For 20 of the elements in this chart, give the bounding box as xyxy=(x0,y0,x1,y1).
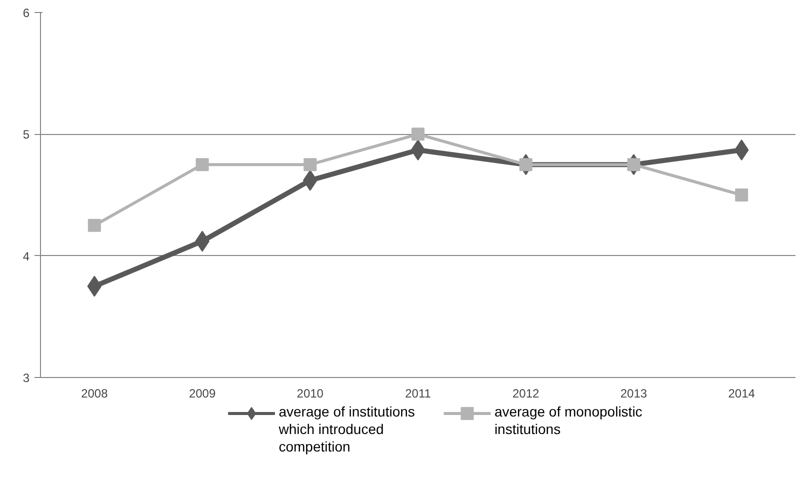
point xyxy=(735,188,748,202)
x-tick-label: 2013 xyxy=(620,386,648,400)
legend-label: average of monopolistic institutions xyxy=(494,404,642,438)
x-tick-label: 2010 xyxy=(296,386,324,400)
point xyxy=(412,128,424,141)
x-tick-label: 2009 xyxy=(188,386,216,400)
x-tick-label: 2014 xyxy=(728,386,756,400)
y-tick-label: 3 xyxy=(22,371,30,385)
y-tick-label: 4 xyxy=(22,249,30,264)
x-tick-label: 2008 xyxy=(81,386,108,400)
y-tick-label: 5 xyxy=(22,128,30,142)
point xyxy=(88,218,101,232)
point xyxy=(519,158,532,172)
x-tick-label: 2012 xyxy=(512,386,540,400)
point xyxy=(304,158,317,172)
y-tick-label: 6 xyxy=(22,6,30,20)
point xyxy=(196,158,209,172)
legend-label: average of institutions which introduced competition xyxy=(278,404,415,455)
point xyxy=(627,158,640,172)
x-tick-label: 2011 xyxy=(405,386,432,400)
